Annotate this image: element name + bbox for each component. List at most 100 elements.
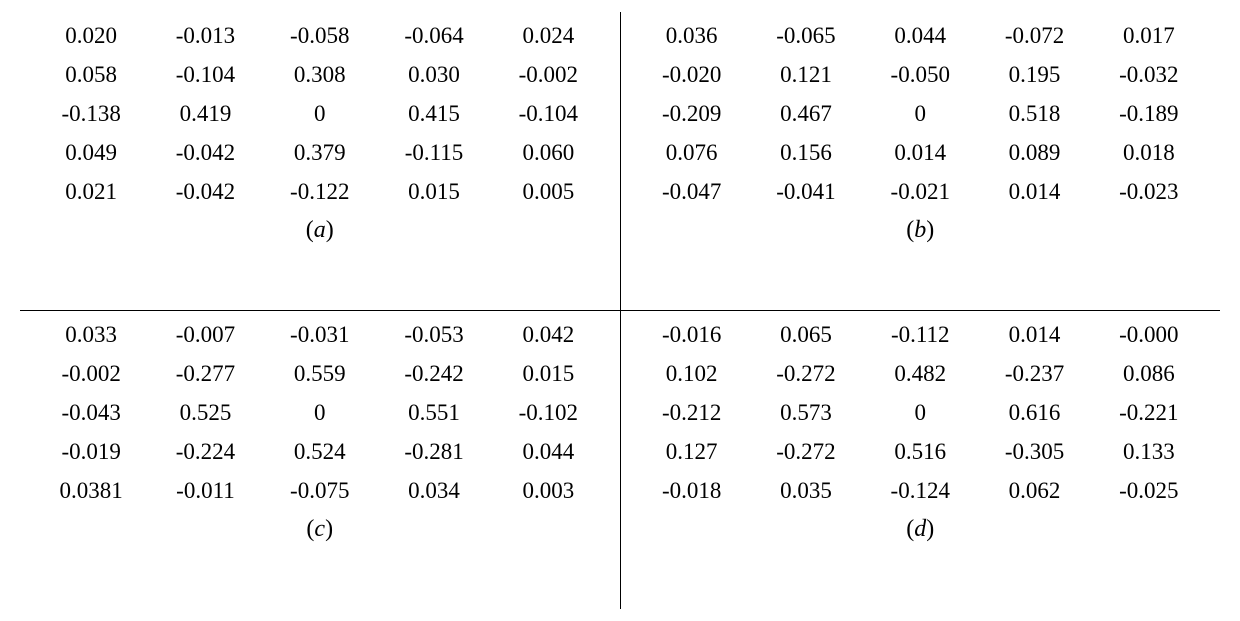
cell: 0.017 bbox=[1092, 16, 1206, 55]
table-row: -0.018 0.035 -0.124 0.062 -0.025 bbox=[635, 471, 1207, 510]
table-row: 0.0381 -0.011 -0.075 0.034 0.003 bbox=[34, 471, 606, 510]
cell: -0.002 bbox=[491, 55, 605, 94]
cell: -0.189 bbox=[1092, 94, 1206, 133]
cell: 0 bbox=[263, 393, 377, 432]
cell: 0.156 bbox=[749, 133, 863, 172]
cell: 0.003 bbox=[491, 471, 605, 510]
cell: -0.138 bbox=[34, 94, 148, 133]
panel-a: 0.020 -0.013 -0.058 -0.064 0.024 0.058 -… bbox=[20, 12, 620, 252]
cell: -0.025 bbox=[1092, 471, 1206, 510]
table-row: 0.020 -0.013 -0.058 -0.064 0.024 bbox=[34, 16, 606, 55]
table-row: 0.021 -0.042 -0.122 0.015 0.005 bbox=[34, 172, 606, 211]
cell: 0.086 bbox=[1092, 354, 1206, 393]
table-row: -0.016 0.065 -0.112 0.014 -0.000 bbox=[635, 315, 1207, 354]
cell: 0.573 bbox=[749, 393, 863, 432]
cell: 0.024 bbox=[491, 16, 605, 55]
matrix-c: 0.033 -0.007 -0.031 -0.053 0.042 -0.002 … bbox=[34, 315, 606, 510]
cell: 0.033 bbox=[34, 315, 148, 354]
cell: 0.014 bbox=[977, 315, 1091, 354]
panel-label-d-text: d bbox=[914, 516, 926, 542]
cell: 0.014 bbox=[863, 133, 977, 172]
cell: -0.122 bbox=[263, 172, 377, 211]
cell: -0.065 bbox=[749, 16, 863, 55]
table-row: 0.049 -0.042 0.379 -0.115 0.060 bbox=[34, 133, 606, 172]
cell: -0.050 bbox=[863, 55, 977, 94]
cell: -0.011 bbox=[148, 471, 262, 510]
cell: 0 bbox=[863, 393, 977, 432]
cell: 0.525 bbox=[148, 393, 262, 432]
cell: 0.036 bbox=[635, 16, 749, 55]
panel-label-c-text: c bbox=[314, 516, 325, 542]
figure-container: 0.020 -0.013 -0.058 -0.064 0.024 0.058 -… bbox=[0, 0, 1240, 621]
cell: 0.518 bbox=[977, 94, 1091, 133]
cell: 0.044 bbox=[491, 432, 605, 471]
panel-label-b-text: b bbox=[914, 217, 926, 243]
cell: -0.072 bbox=[977, 16, 1091, 55]
table-row: -0.138 0.419 0 0.415 -0.104 bbox=[34, 94, 606, 133]
cell: -0.104 bbox=[491, 94, 605, 133]
cell: 0.035 bbox=[749, 471, 863, 510]
cell: 0.015 bbox=[491, 354, 605, 393]
cell: 0.030 bbox=[377, 55, 491, 94]
cell: -0.042 bbox=[148, 172, 262, 211]
table-row: -0.212 0.573 0 0.616 -0.221 bbox=[635, 393, 1207, 432]
panel-label-a-text: a bbox=[314, 217, 326, 243]
cell: -0.023 bbox=[1092, 172, 1206, 211]
cell: 0.018 bbox=[1092, 133, 1206, 172]
cell: -0.000 bbox=[1092, 315, 1206, 354]
cell: -0.058 bbox=[263, 16, 377, 55]
cell: -0.237 bbox=[977, 354, 1091, 393]
cell: 0.419 bbox=[148, 94, 262, 133]
cell: 0.044 bbox=[863, 16, 977, 55]
table-row: 0.033 -0.007 -0.031 -0.053 0.042 bbox=[34, 315, 606, 354]
cell: 0.516 bbox=[863, 432, 977, 471]
panel-grid: 0.020 -0.013 -0.058 -0.064 0.024 0.058 -… bbox=[20, 12, 1220, 609]
cell: -0.102 bbox=[491, 393, 605, 432]
cell: 0.551 bbox=[377, 393, 491, 432]
cell: -0.224 bbox=[148, 432, 262, 471]
cell: -0.104 bbox=[148, 55, 262, 94]
cell: -0.053 bbox=[377, 315, 491, 354]
cell: 0.415 bbox=[377, 94, 491, 133]
cell: 0.021 bbox=[34, 172, 148, 211]
cell: 0.467 bbox=[749, 94, 863, 133]
cell: -0.221 bbox=[1092, 393, 1206, 432]
cell: -0.272 bbox=[749, 354, 863, 393]
cell: -0.020 bbox=[635, 55, 749, 94]
cell: 0.076 bbox=[635, 133, 749, 172]
cell: 0.195 bbox=[977, 55, 1091, 94]
cell: -0.042 bbox=[148, 133, 262, 172]
cell: -0.031 bbox=[263, 315, 377, 354]
cell: -0.018 bbox=[635, 471, 749, 510]
cell: -0.043 bbox=[34, 393, 148, 432]
cell: -0.064 bbox=[377, 16, 491, 55]
cell: -0.047 bbox=[635, 172, 749, 211]
panel-c: 0.033 -0.007 -0.031 -0.053 0.042 -0.002 … bbox=[20, 311, 620, 551]
cell: 0.034 bbox=[377, 471, 491, 510]
cell: -0.032 bbox=[1092, 55, 1206, 94]
cell: 0.379 bbox=[263, 133, 377, 172]
cell: 0.049 bbox=[34, 133, 148, 172]
panel-b: 0.036 -0.065 0.044 -0.072 0.017 -0.020 0… bbox=[621, 12, 1221, 252]
cell: 0.062 bbox=[977, 471, 1091, 510]
cell: 0.015 bbox=[377, 172, 491, 211]
cell: -0.242 bbox=[377, 354, 491, 393]
cell: -0.305 bbox=[977, 432, 1091, 471]
table-row: 0.076 0.156 0.014 0.089 0.018 bbox=[635, 133, 1207, 172]
table-row: 0.127 -0.272 0.516 -0.305 0.133 bbox=[635, 432, 1207, 471]
matrix-a: 0.020 -0.013 -0.058 -0.064 0.024 0.058 -… bbox=[34, 16, 606, 211]
cell: 0.616 bbox=[977, 393, 1091, 432]
cell: -0.007 bbox=[148, 315, 262, 354]
cell: -0.041 bbox=[749, 172, 863, 211]
cell: 0.102 bbox=[635, 354, 749, 393]
cell: 0.482 bbox=[863, 354, 977, 393]
cell: -0.013 bbox=[148, 16, 262, 55]
cell: 0.058 bbox=[34, 55, 148, 94]
table-row: 0.102 -0.272 0.482 -0.237 0.086 bbox=[635, 354, 1207, 393]
cell: 0.0381 bbox=[34, 471, 148, 510]
cell: 0.065 bbox=[749, 315, 863, 354]
cell: -0.115 bbox=[377, 133, 491, 172]
cell: -0.281 bbox=[377, 432, 491, 471]
cell: 0.042 bbox=[491, 315, 605, 354]
table-row: -0.019 -0.224 0.524 -0.281 0.044 bbox=[34, 432, 606, 471]
